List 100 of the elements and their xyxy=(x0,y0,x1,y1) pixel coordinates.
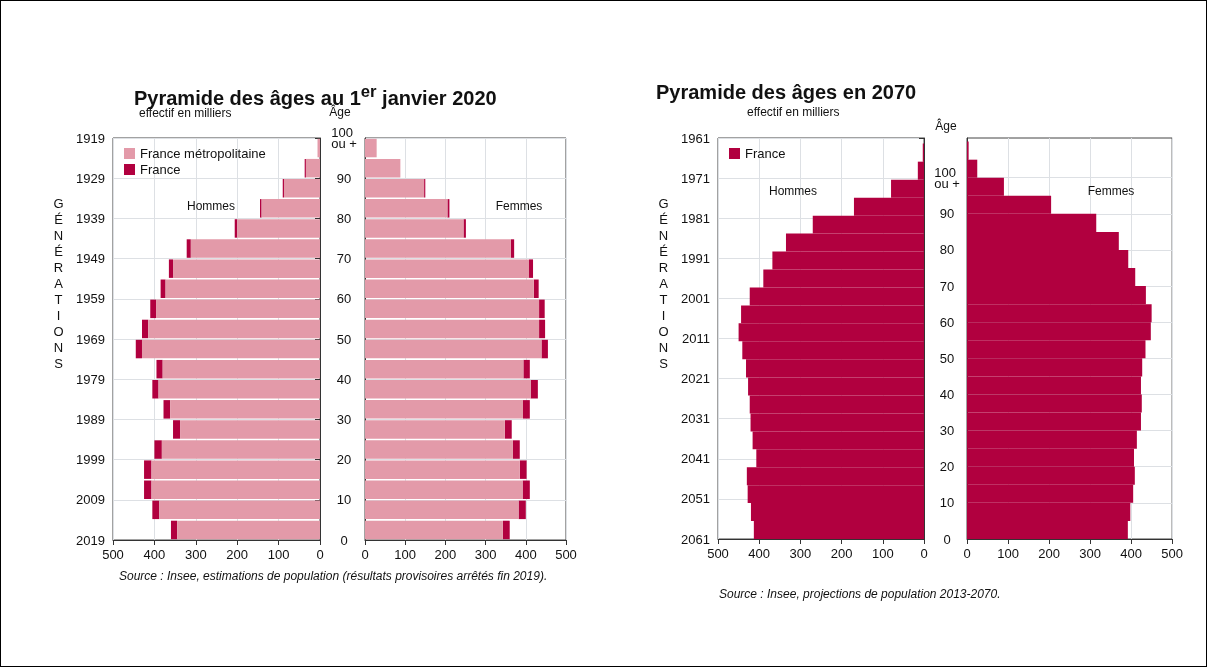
y-tick-label: 10 xyxy=(939,495,955,511)
x-tick-label: 100 xyxy=(267,547,290,562)
y-tick-label: 90 xyxy=(939,206,955,222)
bar xyxy=(522,400,530,419)
bar xyxy=(365,138,377,158)
bar xyxy=(305,158,320,178)
legend-label: France xyxy=(140,162,181,177)
bar xyxy=(447,199,450,218)
bar xyxy=(173,420,181,439)
bar xyxy=(170,520,178,540)
x-tick-label: 200 xyxy=(226,547,249,562)
bar xyxy=(163,400,171,419)
chart-title: Pyramide des âges en 2070 xyxy=(656,81,917,103)
source-note: Source : Insee, estimations de population (résultats provisoires arrêtés fin 2019). xyxy=(119,569,549,583)
y-tick-label: 1969 xyxy=(76,331,105,347)
bar xyxy=(519,460,527,479)
bar xyxy=(156,299,320,319)
x-tick-label: 100 xyxy=(871,546,894,561)
y-tick-label: 1971 xyxy=(681,170,710,186)
annotation: Femmes xyxy=(495,199,543,213)
bar xyxy=(151,480,320,499)
bar xyxy=(365,319,540,339)
y-axis-title: Âge xyxy=(935,119,957,133)
y-tick-label: 2031 xyxy=(681,411,710,427)
x-tick-label: 400 xyxy=(748,546,771,561)
y-tick-label: 0 xyxy=(340,532,348,548)
y-tick-label: 1999 xyxy=(76,452,105,468)
bar xyxy=(158,380,320,399)
text: effectif en milliers xyxy=(747,105,840,119)
legend-label: France xyxy=(745,146,786,161)
bar xyxy=(539,319,546,339)
y-tick-label: 1949 xyxy=(76,251,105,267)
bar xyxy=(512,440,520,459)
bar xyxy=(186,239,191,258)
bar xyxy=(522,480,530,499)
bar xyxy=(365,500,519,520)
y-tick-label: 1981 xyxy=(681,210,710,226)
y-tick-label: 80 xyxy=(939,242,955,258)
y-tick-label: 70 xyxy=(939,278,955,294)
bar xyxy=(135,339,142,359)
y-tick-label: 1961 xyxy=(681,130,710,146)
y-tick-label: 2041 xyxy=(681,451,710,467)
x-tick-label: 0 xyxy=(361,547,369,562)
y-tick-label: 20 xyxy=(336,452,352,468)
x-tick-label: 500 xyxy=(1161,546,1184,561)
bar xyxy=(141,319,149,339)
bar xyxy=(539,299,545,319)
y-tick-label: 1939 xyxy=(76,210,105,226)
bar xyxy=(141,339,320,359)
bar xyxy=(510,239,515,258)
x-tick-label: 100 xyxy=(997,546,1019,561)
bar xyxy=(533,279,539,298)
bar xyxy=(156,359,163,379)
x-tick-label: 300 xyxy=(184,547,207,562)
y-axis-title: GÉNÉRATIONS xyxy=(51,196,66,372)
y-tick-label: 60 xyxy=(336,291,352,307)
bar xyxy=(541,339,548,359)
bar xyxy=(154,440,162,459)
x-tick-label: 0 xyxy=(963,546,971,561)
y-tick-label: 2009 xyxy=(76,492,105,508)
bar xyxy=(152,500,160,520)
bar xyxy=(168,259,174,278)
y-tick-label: 1989 xyxy=(76,411,105,427)
x-tick-label: 500 xyxy=(707,546,729,561)
bar xyxy=(365,480,523,499)
bar xyxy=(530,380,538,399)
y-tick-label: 2021 xyxy=(681,371,710,387)
y-tick-label: 100 ou + xyxy=(934,164,960,191)
bar xyxy=(283,179,320,198)
y-tick-label: 1929 xyxy=(76,170,105,186)
annotation: Hommes xyxy=(768,184,818,198)
bar xyxy=(159,500,320,520)
bar xyxy=(148,319,320,339)
x-tick-label: 0 xyxy=(920,546,928,561)
bar xyxy=(365,179,425,198)
bar xyxy=(365,339,542,359)
x-tick-label: 300 xyxy=(1079,546,1101,561)
bar xyxy=(518,500,526,520)
y-axis-title: GÉNÉRATIONS xyxy=(656,196,671,372)
bar xyxy=(365,279,534,298)
y-tick-label: 90 xyxy=(336,170,352,186)
y-tick-label: 80 xyxy=(336,210,352,226)
y-tick-label: 2019 xyxy=(76,532,105,548)
x-tick-label: 500 xyxy=(555,547,577,562)
x-tick-label: 200 xyxy=(434,547,457,562)
y-tick-label: 1919 xyxy=(76,130,105,146)
bar xyxy=(150,299,157,319)
bar xyxy=(365,299,540,319)
y-tick-label: 40 xyxy=(336,371,352,387)
x-tick-label: 300 xyxy=(474,547,497,562)
y-tick-label: 20 xyxy=(939,459,955,475)
x-tick-label: 400 xyxy=(514,547,537,562)
x-tick-label: 400 xyxy=(143,547,166,562)
x-tick-label: 100 xyxy=(394,547,417,562)
bar xyxy=(529,259,534,278)
y-tick-label: 1979 xyxy=(76,371,105,387)
y-tick-label: 100 ou + xyxy=(331,125,357,151)
y-tick-label: 10 xyxy=(336,492,352,508)
bar xyxy=(365,158,401,178)
y-tick-label: 0 xyxy=(943,531,951,547)
